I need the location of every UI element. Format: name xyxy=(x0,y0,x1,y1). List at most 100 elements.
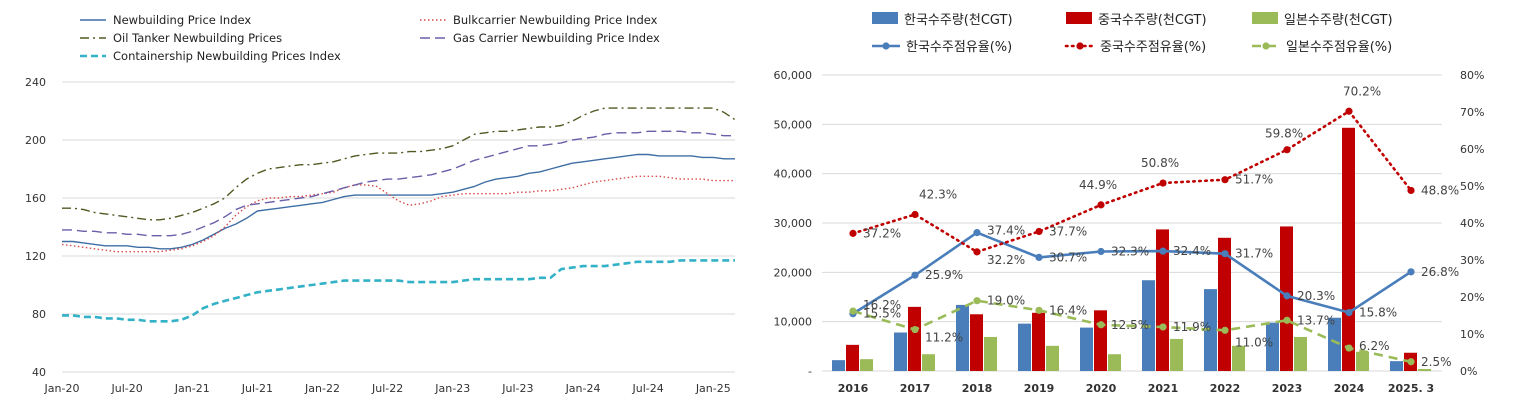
bar xyxy=(832,360,845,371)
x-tick-label: 2023 xyxy=(1272,382,1303,395)
legend-label: 중국수주량(천CGT) xyxy=(1098,13,1207,28)
y2-tick-label: 70% xyxy=(1460,106,1484,119)
legend-label: Gas Carrier Newbuilding Price Index xyxy=(453,31,660,45)
x-tick-label: 2018 xyxy=(962,382,993,395)
share-point xyxy=(849,307,857,315)
y2-tick-label: 30% xyxy=(1460,254,1484,267)
legend-swatch xyxy=(1066,12,1092,24)
share-data-label: 15.8% xyxy=(1359,306,1397,320)
share-data-label: 37.7% xyxy=(1049,225,1087,239)
y-tick-label: 20,000 xyxy=(774,266,813,279)
share-data-label: 6.2% xyxy=(1359,339,1390,353)
series-line xyxy=(61,175,735,253)
legend-label: 일본수주량(천CGT) xyxy=(1284,13,1393,28)
y-tick-label: 200 xyxy=(25,134,46,147)
share-data-label: 70.2% xyxy=(1343,84,1381,98)
price-index-chart: 40 80 120 160 200 240 Jan-20 Jul-20 Jan-21 Jul-21… xyxy=(25,13,736,395)
legend-marker xyxy=(1262,42,1270,50)
y-tick-label: 80 xyxy=(32,308,46,321)
x-tick-label: 2016 xyxy=(838,382,869,395)
share-point xyxy=(1097,201,1105,209)
bar xyxy=(1032,312,1045,371)
legend-label: 일본수주점유율(%) xyxy=(1286,40,1392,55)
share-point xyxy=(911,325,919,334)
y-tick-label: 40,000 xyxy=(774,168,813,181)
share-point xyxy=(1159,247,1167,255)
y2-tick-label: 0% xyxy=(1460,365,1477,378)
x-tick-label: 2021 xyxy=(1148,382,1179,395)
legend-label: Newbuilding Price Index xyxy=(113,13,251,27)
y-tick-label: 160 xyxy=(25,192,46,205)
bar xyxy=(1080,327,1093,371)
bar xyxy=(908,306,921,371)
share-data-label: 37.4% xyxy=(987,224,1025,238)
legend-marker xyxy=(882,42,890,50)
share-point xyxy=(1407,186,1415,195)
share-point xyxy=(1159,323,1167,331)
x-tick-label: Jan-20 xyxy=(44,382,80,395)
share-point xyxy=(1035,253,1043,262)
bar xyxy=(1356,351,1369,371)
bar xyxy=(1218,237,1231,371)
share-point xyxy=(1221,176,1229,184)
share-line xyxy=(852,231,1412,315)
bar xyxy=(860,359,873,371)
y2-tick-label: 80% xyxy=(1460,69,1484,82)
bar xyxy=(1156,229,1169,371)
y-tick-label: 60,000 xyxy=(774,69,813,82)
share-data-label: 12.5% xyxy=(1111,318,1149,332)
share-point xyxy=(1283,146,1291,154)
y-tick-label: - xyxy=(808,365,812,378)
share-data-label: 13.7% xyxy=(1297,313,1335,327)
y2-tick-label: 60% xyxy=(1460,143,1484,156)
share-point xyxy=(911,210,919,219)
legend-label: Oil Tanker Newbuilding Prices xyxy=(113,31,282,45)
bar xyxy=(894,332,907,371)
share-point xyxy=(973,229,981,237)
share-data-label: 51.7% xyxy=(1235,173,1273,187)
y2-tick-label: 20% xyxy=(1460,291,1484,304)
bar xyxy=(984,336,997,371)
share-data-label: 11.2% xyxy=(925,331,963,345)
bar xyxy=(1390,361,1403,371)
share-point xyxy=(1221,326,1229,334)
share-data-label: 31.7% xyxy=(1235,247,1273,261)
y2-tick-label: 40% xyxy=(1460,217,1484,230)
share-data-label: 59.8% xyxy=(1265,127,1303,141)
share-point xyxy=(973,297,981,305)
share-data-label: 16.4% xyxy=(1049,303,1087,317)
legend-marker xyxy=(1076,42,1084,50)
y-tick-label: 120 xyxy=(25,250,46,263)
share-line xyxy=(851,109,1413,254)
share-data-label: 16.2% xyxy=(863,298,901,312)
share-point xyxy=(1035,306,1043,314)
bar xyxy=(1018,323,1031,371)
legend-label: 한국수주량(천CGT) xyxy=(904,13,1013,28)
share-point xyxy=(1035,227,1043,236)
bar xyxy=(1328,317,1341,371)
y2-tick-label: 10% xyxy=(1460,328,1484,341)
x-tick-label: 2025. 3 xyxy=(1388,382,1434,395)
share-data-label: 11.0% xyxy=(1235,335,1273,349)
y2-tick-label: 50% xyxy=(1460,180,1484,193)
bar xyxy=(956,304,969,371)
share-point xyxy=(1097,247,1105,256)
bar xyxy=(1342,127,1355,371)
x-tick-label: 2020 xyxy=(1086,382,1117,395)
legend-label: 중국수주점유율(%) xyxy=(1100,40,1206,55)
legend-label: Bulkcarrier Newbuilding Price Index xyxy=(453,13,658,27)
bar xyxy=(922,354,935,371)
x-tick-label: Jan-21 xyxy=(174,382,210,395)
share-data-label: 25.9% xyxy=(925,268,963,282)
legend-label: 한국수주점유율(%) xyxy=(906,40,1012,55)
bar xyxy=(846,344,859,371)
share-point xyxy=(1407,358,1415,366)
bar xyxy=(1170,338,1183,371)
legend-swatch xyxy=(1252,12,1278,24)
share-point xyxy=(1345,344,1353,352)
share-point xyxy=(1159,179,1167,187)
share-point xyxy=(1407,268,1415,276)
bar xyxy=(1204,289,1217,371)
bar xyxy=(1046,345,1059,371)
